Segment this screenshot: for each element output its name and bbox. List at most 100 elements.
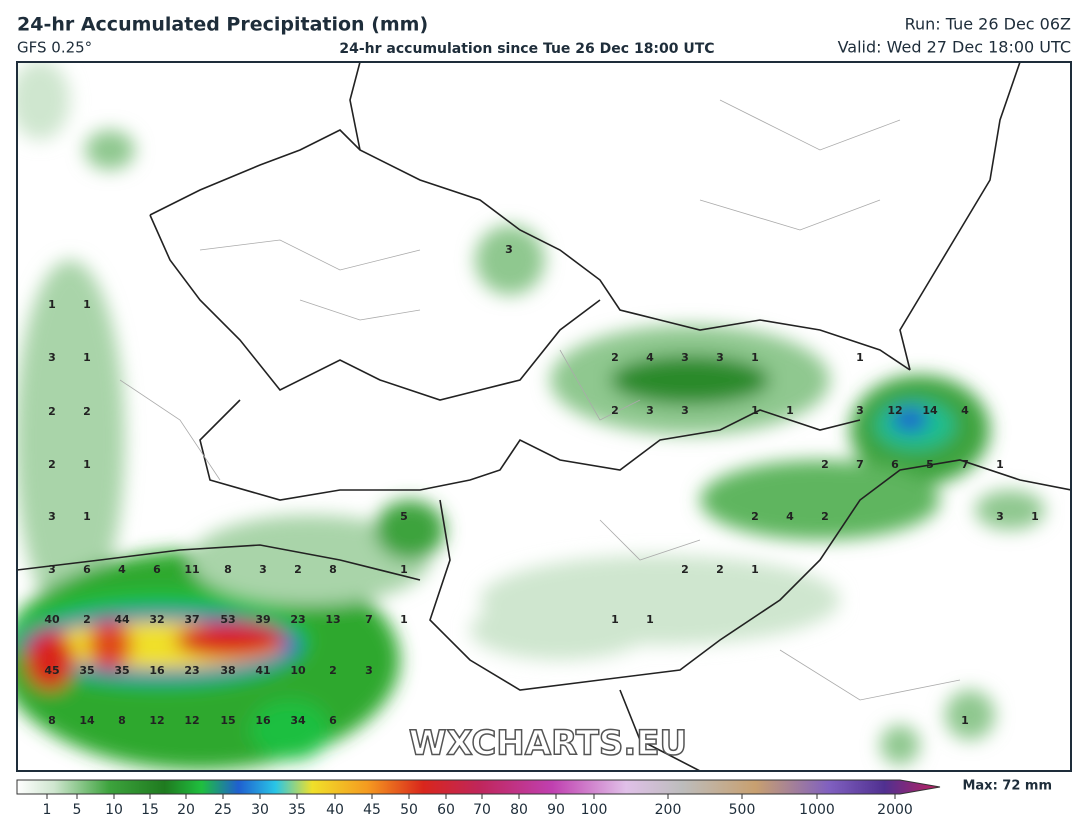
- precip-label: 4: [786, 510, 794, 523]
- precip-label: 1: [786, 404, 794, 417]
- colorbar-tick-label: 200: [655, 802, 682, 818]
- precip-label: 1: [611, 613, 619, 626]
- precip-label: 1: [48, 298, 56, 311]
- colorbar-tick-label: 45: [363, 802, 381, 818]
- map-frame: [16, 61, 1072, 772]
- precip-label: 3: [48, 351, 56, 364]
- precip-label: 23: [290, 613, 305, 626]
- subtitle: 24-hr accumulation since Tue 26 Dec 18:0…: [339, 41, 714, 57]
- precip-label: 15: [220, 714, 235, 727]
- precip-label: 2: [611, 404, 619, 417]
- precip-label: 1: [83, 510, 91, 523]
- precip-label: 45: [44, 664, 59, 677]
- colorbar-tick-label: 15: [141, 802, 159, 818]
- precip-label: 1: [996, 458, 1004, 471]
- precip-label: 4: [118, 563, 126, 576]
- map: [17, 62, 1071, 771]
- colorbar-tick-label: 2000: [877, 802, 913, 818]
- precip-label: 3: [681, 404, 689, 417]
- precip-label: 3: [716, 351, 724, 364]
- precip-label: 3: [48, 510, 56, 523]
- precip-label: 1: [1031, 510, 1039, 523]
- max-label: Max: 72 mm: [962, 779, 1052, 794]
- precip-label: 1: [400, 563, 408, 576]
- precip-label: 2: [83, 405, 91, 418]
- precip-label: 2: [611, 351, 619, 364]
- precip-label: 2: [294, 563, 302, 576]
- run: Run: Tue 26 Dec 06Z: [905, 15, 1071, 34]
- precip-label: 1: [856, 351, 864, 364]
- colorbar-tick-label: 20: [177, 802, 195, 818]
- precip-label: 1: [400, 613, 408, 626]
- precip-label: 2: [716, 563, 724, 576]
- precip-label: 8: [329, 563, 337, 576]
- precip-label: 2: [48, 458, 56, 471]
- precip-label: 1: [751, 351, 759, 364]
- colorbar-tick-label: 35: [288, 802, 306, 818]
- colorbar-tick-label: 100: [581, 802, 608, 818]
- precip-label: 3: [48, 563, 56, 576]
- regions: [119, 99, 961, 701]
- precip-label: 3: [856, 404, 864, 417]
- precip-label: 3: [505, 243, 513, 256]
- precip-field: [17, 62, 1045, 770]
- colorbar-tick-label: 25: [214, 802, 232, 818]
- precip-label: 35: [114, 664, 129, 677]
- precip-label: 12: [149, 714, 164, 727]
- borders: [17, 62, 1071, 771]
- precip-label: 40: [44, 613, 60, 626]
- colorbar-tick-label: 50: [400, 802, 418, 818]
- colorbar-tick-label: 90: [547, 802, 565, 818]
- precip-label: 38: [220, 664, 235, 677]
- precip-label: 3: [259, 563, 267, 576]
- precip-label: 44: [114, 613, 130, 626]
- precip-label: 2: [821, 458, 829, 471]
- precip-label: 53: [220, 613, 235, 626]
- precip-label: 39: [255, 613, 270, 626]
- precip-label: 8: [48, 714, 56, 727]
- precip-label: 6: [83, 563, 91, 576]
- valid: Valid: Wed 27 Dec 18:00 UTC: [838, 38, 1071, 57]
- colorbar-tick-label: 500: [729, 802, 756, 818]
- precip-label: 34: [290, 714, 306, 727]
- colorbar-tick-label: 30: [251, 802, 269, 818]
- precip-label: 2: [681, 563, 689, 576]
- precip-label: 5: [400, 510, 408, 523]
- precip-label: 8: [224, 563, 232, 576]
- precip-label: 7: [856, 458, 864, 471]
- precip-label: 23: [184, 664, 199, 677]
- precip-label: 16: [149, 664, 165, 677]
- watermark: WXCHARTS.EU: [409, 724, 687, 764]
- precip-label: 6: [891, 458, 899, 471]
- colorbar: [16, 779, 941, 795]
- precip-label: 3: [681, 351, 689, 364]
- precip-label: 1: [961, 714, 969, 727]
- precip-label: 2: [329, 664, 337, 677]
- colorbar-tick-label: 80: [510, 802, 528, 818]
- precip-label: 4: [961, 404, 969, 417]
- colorbar-tick-label: 10: [105, 802, 123, 818]
- precip-label: 1: [83, 351, 91, 364]
- colorbar-tick-label: 1: [43, 802, 52, 818]
- precip-label: 12: [184, 714, 199, 727]
- precip-label: 32: [149, 613, 164, 626]
- colorbar-tick-label: 5: [73, 802, 82, 818]
- precip-label: 1: [646, 613, 654, 626]
- colorbar-tick-label: 1000: [799, 802, 835, 818]
- precip-label: 37: [184, 613, 199, 626]
- precip-label: 41: [255, 664, 270, 677]
- precip-label: 3: [646, 404, 654, 417]
- precip-label: 14: [79, 714, 95, 727]
- precip-label: 11: [184, 563, 199, 576]
- precip-label: 2: [751, 510, 759, 523]
- precip-label: 35: [79, 664, 94, 677]
- precip-label: 6: [153, 563, 161, 576]
- precip-label: 2: [83, 613, 91, 626]
- model: GFS 0.25°: [17, 39, 92, 57]
- precip-label: 5: [926, 458, 934, 471]
- precip-label: 10: [290, 664, 306, 677]
- precip-label: 8: [118, 714, 126, 727]
- precip-label: 7: [365, 613, 373, 626]
